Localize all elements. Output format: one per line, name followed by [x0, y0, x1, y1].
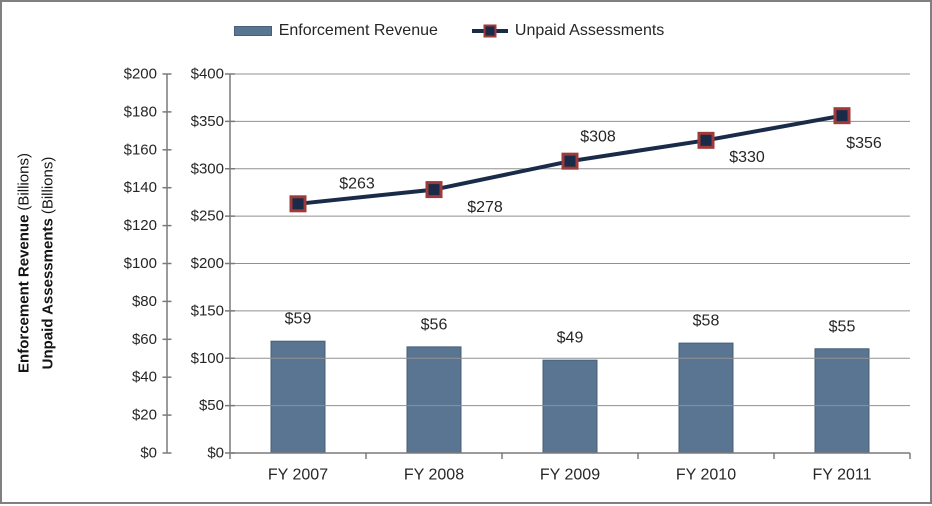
line-marker: [425, 181, 443, 199]
bar-data-label: $56: [421, 316, 448, 333]
y-axis-title-suffix: (Billions): [39, 156, 57, 215]
revenue-tick-label: $120: [124, 217, 157, 234]
line-data-label: $330: [729, 149, 765, 166]
assessments-tick-label: $200: [191, 255, 224, 272]
legend-label-enforcement-revenue: Enforcement Revenue: [278, 22, 438, 39]
bar: [542, 359, 598, 454]
line-data-label: $263: [339, 175, 375, 192]
line-marker: [697, 131, 715, 149]
legend-item-unpaid-assessments: Unpaid Assessments: [471, 22, 665, 40]
x-axis-label: FY 2008: [404, 467, 464, 484]
legend-item-enforcement-revenue: Enforcement Revenue: [233, 22, 438, 40]
bar-data-label: $59: [285, 311, 312, 328]
bar-data-label: $55: [829, 318, 856, 335]
marker-square-icon: [483, 24, 497, 38]
x-axis-label: FY 2010: [676, 467, 736, 484]
y-axis-title-text: Enforcement Revenue: [15, 214, 33, 373]
revenue-tick-label: $40: [132, 369, 157, 386]
line-swatch-icon: [471, 24, 508, 38]
revenue-tick-label: $200: [124, 66, 157, 83]
bar: [678, 342, 734, 454]
bar-data-label: $49: [557, 330, 584, 347]
bar-swatch-icon: [233, 26, 272, 36]
chart-legend: Enforcement Revenue Unpaid Assessments: [0, 22, 913, 40]
y-axis-title-suffix: (Billions): [15, 153, 33, 211]
revenue-tick-label: $100: [124, 255, 157, 272]
line-data-label: $356: [846, 135, 882, 152]
revenue-tick-label: $20: [132, 407, 157, 424]
line-marker: [289, 195, 307, 213]
revenue-tick-label: $80: [132, 293, 157, 310]
bar-data-label: $58: [693, 313, 720, 330]
revenue-tick-label: $140: [124, 179, 157, 196]
revenue-tick-label: $160: [124, 141, 157, 158]
line-data-label: $278: [467, 199, 503, 216]
line-marker: [561, 152, 579, 170]
y-axis-title-enforcement-revenue: Enforcement Revenue (Billions): [15, 74, 35, 453]
line-marker: [833, 107, 851, 125]
y-axis-title-unpaid-assessments: Unpaid Assessments (Billions): [39, 74, 59, 453]
x-axis-label: FY 2009: [540, 467, 600, 484]
assessments-tick-label: $0: [207, 445, 224, 462]
bar: [406, 346, 462, 454]
legend-label-unpaid-assessments: Unpaid Assessments: [514, 22, 665, 39]
y-axis-title-text: Unpaid Assessments: [39, 218, 57, 370]
revenue-tick-label: $180: [124, 103, 157, 120]
assessments-tick-label: $400: [191, 66, 224, 83]
assessments-tick-label: $50: [199, 397, 224, 414]
bar: [270, 340, 326, 454]
assessments-tick-label: $300: [191, 160, 224, 177]
assessments-tick-label: $100: [191, 350, 224, 367]
revenue-tick-label: $0: [140, 445, 157, 462]
x-axis-label: FY 2011: [812, 467, 871, 484]
x-axis-label: FY 2007: [268, 467, 328, 484]
assessments-tick-label: $250: [191, 208, 224, 225]
assessments-tick-label: $150: [191, 302, 224, 319]
assessments-tick-label: $350: [191, 113, 224, 130]
bar: [814, 348, 870, 454]
revenue-tick-label: $60: [132, 331, 157, 348]
line-data-label: $308: [580, 129, 616, 146]
